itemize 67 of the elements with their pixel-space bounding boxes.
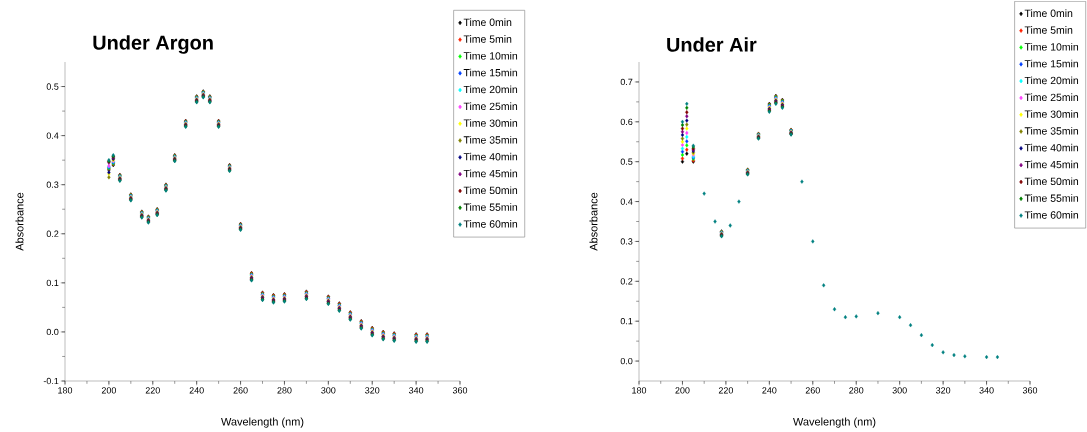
- x-tick-label: 280: [849, 387, 864, 394]
- y-tick-label: 0.2: [46, 230, 59, 237]
- x-tick-label: 240: [189, 387, 204, 394]
- x-tick-label: 300: [321, 387, 336, 394]
- legend-label: Time 0min: [1024, 9, 1073, 17]
- legend-label: Time 60min: [463, 220, 518, 228]
- x-tick-label: 360: [452, 387, 468, 394]
- legend-label: Time 50min: [463, 186, 518, 195]
- legend-label: Time 50min: [1024, 177, 1079, 186]
- y-tick-label: 0.4: [620, 198, 633, 205]
- legend-label: Time 25min: [463, 102, 518, 111]
- y-tick-label: 0.0: [46, 328, 59, 336]
- x-tick-label: 300: [892, 387, 907, 394]
- legend-label: Time 55min: [463, 203, 518, 211]
- x-tick-label: 340: [408, 387, 424, 394]
- y-tick-label: 0.3: [620, 238, 633, 245]
- legend-label: Time 30min: [463, 119, 518, 127]
- y-tick-label: 0.3: [46, 181, 59, 188]
- legend-label: Time 35min: [463, 135, 518, 144]
- y-tick-label: 0.5: [46, 83, 59, 90]
- legend-label: Time 20min: [1024, 76, 1079, 85]
- x-tick-label: 280: [277, 387, 292, 394]
- chart-title: Under Air: [667, 37, 757, 52]
- legend-label: Time 10min: [463, 51, 518, 60]
- x-tick-label: 340: [979, 387, 994, 394]
- x-tick-label: 220: [145, 387, 160, 394]
- y-tick-label: 0.4: [46, 132, 59, 139]
- x-tick-label: 260: [233, 387, 248, 394]
- y-tick-label: 0.1: [620, 318, 633, 325]
- y-tick-label: 0.5: [620, 158, 633, 165]
- legend-label: Time 45min: [463, 169, 518, 178]
- x-tick-label: 200: [675, 387, 690, 394]
- x-tick-label: 260: [805, 387, 820, 394]
- x-tick-label: 320: [935, 387, 951, 394]
- x-tick-label: 360: [1022, 387, 1038, 394]
- legend-label: Time 5min: [1024, 26, 1073, 34]
- legend-label: Time 0min: [463, 18, 512, 26]
- y-tick-label: 0.1: [46, 279, 59, 287]
- x-tick-label: 220: [718, 387, 734, 394]
- legend-label: Time 15min: [463, 68, 518, 77]
- y-tick-label: 0.6: [620, 118, 633, 125]
- x-tick-label: 320: [365, 387, 380, 394]
- x-tick-label: 240: [762, 387, 777, 394]
- y-tick-label: -0.1: [43, 377, 59, 385]
- x-tick-label: 180: [632, 387, 647, 394]
- y-axis-title: Absorbance: [589, 192, 598, 251]
- x-tick-label: 200: [101, 387, 117, 394]
- legend-label: Time 45min: [1024, 160, 1079, 169]
- legend-label: Time 60min: [1024, 211, 1079, 219]
- x-axis-title: Wavelength (nm): [793, 417, 876, 428]
- y-tick-label: 0.2: [620, 278, 633, 285]
- legend-label: Time 20min: [463, 85, 518, 94]
- legend-label: Time 10min: [1024, 42, 1079, 51]
- legend-label: Time 15min: [1024, 59, 1079, 68]
- y-tick-label: 0.0: [620, 357, 633, 365]
- legend-label: Time 40min: [463, 152, 518, 161]
- legend-label: Time 35min: [1024, 126, 1079, 135]
- y-axis-title: Absorbance: [15, 192, 24, 251]
- legend-label: Time 30min: [1024, 110, 1079, 118]
- legend-label: Time 40min: [1024, 143, 1079, 152]
- y-tick-label: 0.7: [620, 78, 633, 86]
- chart-title: Under Argon: [93, 35, 213, 54]
- legend-label: Time 5min: [463, 35, 512, 43]
- x-tick-label: 180: [58, 387, 73, 394]
- x-axis-title: Wavelength (nm): [221, 417, 304, 428]
- legend-label: Time 55min: [1024, 194, 1079, 202]
- legend-label: Time 25min: [1024, 93, 1079, 102]
